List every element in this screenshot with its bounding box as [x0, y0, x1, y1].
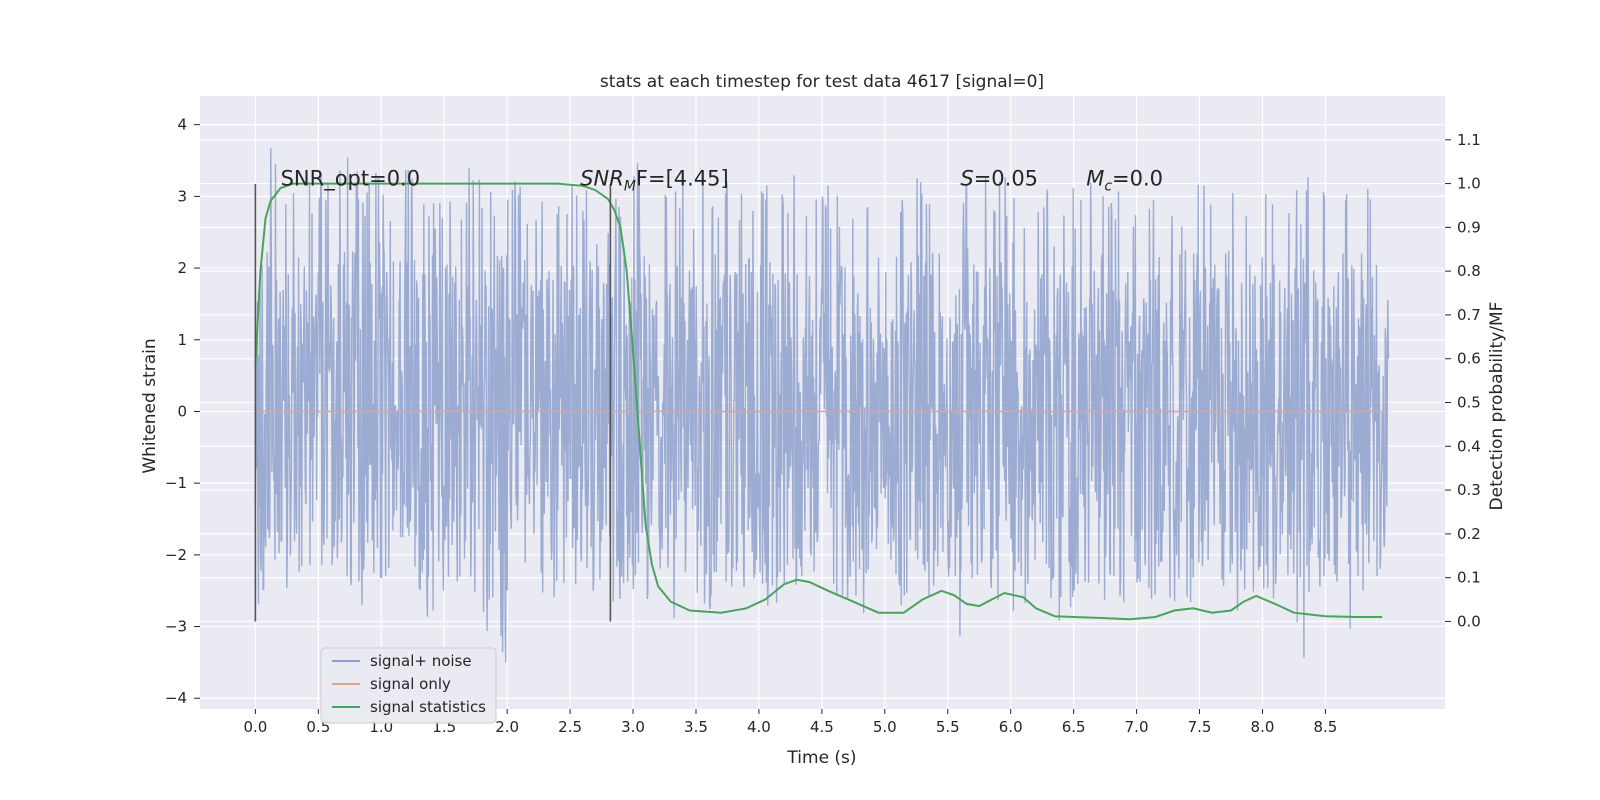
x-tick-label: 3.0 [621, 718, 645, 736]
signal-plus-noise-line [254, 148, 1390, 663]
y2-tick-label: 0.9 [1457, 218, 1481, 236]
y-tick-label: −2 [165, 546, 187, 564]
x-tick-label: 6.0 [999, 718, 1023, 736]
y2-tick-label: 1.1 [1457, 131, 1481, 149]
y2-tick-label: 0.0 [1457, 612, 1481, 630]
annotation-text: SNR_opt=0.0 [281, 167, 421, 192]
legend: signal+ noise signal only signal statist… [320, 647, 497, 724]
y2-tick-label: 0.4 [1457, 437, 1481, 455]
y-tick-label: 0 [177, 402, 187, 420]
x-tick-label: 2.5 [558, 718, 582, 736]
legend-label-signal-plus-noise: signal+ noise [370, 652, 472, 670]
x-tick-label: 5.5 [936, 718, 960, 736]
y-tick-label: 2 [177, 259, 187, 277]
y2-tick-label: 1.0 [1457, 175, 1481, 193]
signal-statistics-series [254, 182, 1383, 621]
x-tick-label: 7.0 [1125, 718, 1149, 736]
annotation-text: SNRMF=[4.45] [580, 167, 729, 195]
x-tick-label: 0.0 [243, 718, 267, 736]
x-tick-label: 5.0 [873, 718, 897, 736]
legend-label-signal-only: signal only [370, 675, 451, 693]
annotation-text: S=0.05 [960, 167, 1038, 191]
y-tick-label: 4 [177, 116, 187, 134]
annotation-text: Mc=0.0 [1086, 167, 1163, 195]
y2-tick-label: 0.6 [1457, 350, 1481, 368]
y2-tick-label: 0.8 [1457, 262, 1481, 280]
x-tick-label: 3.5 [684, 718, 708, 736]
y-axis-left: 4 3 2 1 0 −1 −2 −3 −4 [165, 116, 200, 707]
x-tick-label: 6.5 [1062, 718, 1086, 736]
legend-label-signal-statistics: signal statistics [370, 698, 486, 716]
y-tick-label: −4 [165, 689, 187, 707]
y-axis-right: 1.1 1.0 0.9 0.8 0.7 0.6 0.5 0.4 0.3 0.2 0.1 0.0 [1445, 131, 1481, 630]
y-tick-label: 1 [177, 331, 187, 349]
y-tick-label: −1 [165, 474, 187, 492]
x-tick-label: 7.5 [1188, 718, 1212, 736]
x-tick-label: 8.5 [1313, 718, 1337, 736]
y2-tick-label: 0.2 [1457, 525, 1481, 543]
x-tick-label: 2.0 [495, 718, 519, 736]
x-axis: 0.0 0.5 1.0 1.5 2.0 2.5 3.0 3.5 4.0 4.5 5.0 5.5 6.0 6… [243, 709, 1337, 736]
y-tick-label: −3 [165, 618, 187, 636]
x-axis-title: Time (s) [786, 748, 856, 768]
marker-lines [254, 184, 612, 622]
y2-tick-label: 0.1 [1457, 569, 1481, 587]
y-tick-label: 3 [177, 187, 187, 205]
signal-statistics-line [254, 182, 1383, 621]
y2-axis-title: Detection probability/MF [1487, 302, 1507, 511]
x-tick-label: 8.0 [1251, 718, 1275, 736]
y2-tick-label: 0.7 [1457, 306, 1481, 324]
y-axis-title: Whitened strain [140, 338, 160, 473]
chart-title: stats at each timestep for test data 461… [600, 72, 1044, 92]
y2-tick-label: 0.5 [1457, 394, 1481, 412]
y2-tick-label: 0.3 [1457, 481, 1481, 499]
signal-plus-noise-series [254, 148, 1390, 663]
annotations: SNR_opt=0.0 SNRMF=[4.45] S=0.05 Mc=0.0 [281, 167, 1163, 195]
x-tick-label: 4.0 [747, 718, 771, 736]
x-tick-label: 4.5 [810, 718, 834, 736]
legend-box [320, 647, 497, 724]
